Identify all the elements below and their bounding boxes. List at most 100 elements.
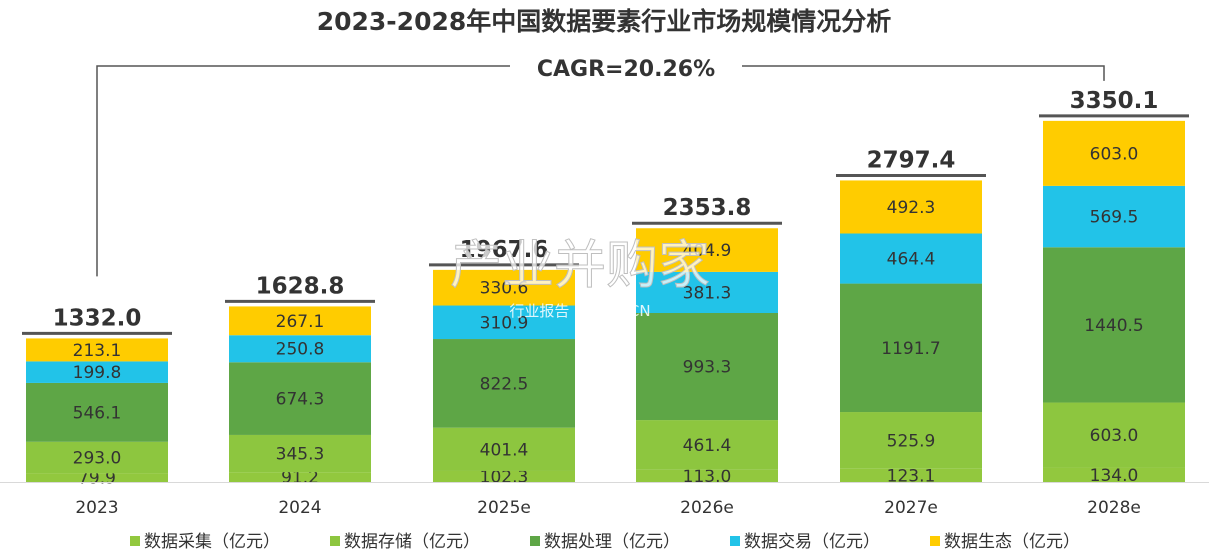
bar-segment [636, 313, 778, 421]
bar-segment [229, 472, 371, 482]
data-label: 464.4 [887, 250, 936, 270]
bar-segment [1043, 120, 1185, 186]
total-label: 1967.6 [460, 237, 549, 263]
legend-swatch [330, 536, 340, 546]
cagr-bracket-left [96, 65, 510, 277]
data-label: 345.3 [276, 445, 325, 465]
data-label: 1440.5 [1084, 316, 1143, 336]
bar-group-2026e: 113.0 461.4 993.3 381.3 404.9 2353.8 [632, 195, 782, 487]
x-tick-label: 2026e [680, 498, 734, 518]
legend-label: 数据交易（亿元） [744, 532, 880, 552]
legend-swatch [730, 536, 740, 546]
bar-segment [229, 362, 371, 435]
watermark-sub: 行业报告 IPOIPO.CN [509, 302, 650, 320]
x-tick-label: 2028e [1087, 498, 1141, 518]
data-label: 674.3 [276, 390, 325, 410]
bar-segment [433, 339, 575, 428]
data-label: 525.9 [887, 431, 936, 451]
legend-item: 数据生态（亿元） [930, 532, 1080, 552]
bar-segment [433, 269, 575, 306]
data-label: 461.4 [683, 436, 732, 456]
data-label: 79.9 [78, 469, 116, 489]
data-label: 401.4 [480, 440, 529, 460]
bar-segment [26, 382, 168, 442]
bar-segment [840, 180, 982, 234]
legend: 数据采集（亿元） 数据存储（亿元） 数据处理（亿元） 数据交易（亿元） 数据生态（亿元） [130, 532, 1080, 552]
data-label: 91.2 [281, 468, 319, 488]
data-label: 404.9 [683, 241, 732, 261]
x-tick-label: 2027e [884, 498, 938, 518]
x-tick-label: 2025e [477, 498, 531, 518]
legend-label: 数据采集（亿元） [144, 532, 280, 552]
data-label: 381.3 [683, 283, 732, 303]
bar-segment [636, 469, 778, 482]
total-label: 1332.0 [53, 305, 142, 331]
legend-swatch [130, 536, 140, 546]
cagr-label: CAGR=20.26% [537, 57, 715, 82]
data-label: 569.5 [1090, 208, 1139, 228]
legend-label: 数据生态（亿元） [944, 532, 1080, 552]
bar-group-2028e: 134.0 603.0 1440.5 569.5 603.0 3350.1 [1039, 88, 1189, 486]
data-label: 822.5 [480, 374, 529, 394]
bar-segment [433, 470, 575, 482]
legend-swatch [530, 536, 540, 546]
legend-label: 数据处理（亿元） [544, 532, 680, 552]
cagr-annotation: CAGR=20.26% [96, 57, 1105, 277]
total-label: 3350.1 [1070, 88, 1159, 114]
bar-segment [433, 427, 575, 471]
x-tick-label: 2023 [75, 498, 118, 518]
bar-segment [1043, 247, 1185, 403]
data-label: 310.9 [480, 313, 529, 333]
cagr-bracket-right [742, 65, 1105, 81]
data-label: 293.0 [73, 449, 122, 469]
total-label: 1628.8 [256, 273, 345, 299]
chart-title: 2023-2028年中国数据要素行业市场规模情况分析 [317, 7, 892, 36]
bar-segment [26, 441, 168, 474]
data-label: 603.0 [1090, 144, 1139, 164]
bar-segment [840, 468, 982, 482]
x-tick-label: 2024 [278, 498, 321, 518]
data-label: 546.1 [73, 403, 122, 423]
total-label: 2797.4 [867, 147, 956, 173]
bar-segment [636, 420, 778, 470]
bar-segment [840, 283, 982, 413]
data-label: 123.1 [887, 466, 936, 486]
legend-label: 数据存储（亿元） [344, 532, 480, 552]
bar-segment [1043, 402, 1185, 468]
data-label: 993.3 [683, 358, 732, 378]
data-label: 213.1 [73, 341, 122, 361]
bar-segment [636, 271, 778, 314]
bar-group-2024: 91.2 345.3 674.3 250.8 267.1 1628.8 [225, 273, 375, 488]
bar-segment [26, 338, 168, 362]
bar-segment [840, 412, 982, 469]
watermark-main: 产业并购家 [450, 236, 710, 296]
data-label: 267.1 [276, 312, 325, 332]
data-label: 250.8 [276, 340, 325, 360]
bar-segment [1043, 467, 1185, 482]
legend-swatch [930, 536, 940, 546]
bar-group-2027e: 123.1 525.9 1191.7 464.4 492.3 2797.4 [836, 147, 986, 486]
total-label: 2353.8 [663, 195, 752, 221]
data-label: 1191.7 [881, 339, 940, 359]
data-label: 134.0 [1090, 466, 1139, 486]
bar-segment [229, 434, 371, 473]
bar-segment [433, 305, 575, 340]
data-label: 330.6 [480, 279, 529, 299]
bar-segment [229, 335, 371, 363]
data-label: 113.0 [683, 467, 732, 487]
legend-item: 数据存储（亿元） [330, 532, 480, 552]
bar-segment [1043, 185, 1185, 248]
data-label: 199.8 [73, 363, 122, 383]
legend-item: 数据交易（亿元） [730, 532, 880, 552]
legend-item: 数据处理（亿元） [530, 532, 680, 552]
x-axis: 2023 2024 2025e 2026e 2027e 2028e [0, 482, 1209, 518]
bar-segment [229, 306, 371, 336]
bar-segment [26, 473, 168, 482]
data-label: 492.3 [887, 198, 936, 218]
